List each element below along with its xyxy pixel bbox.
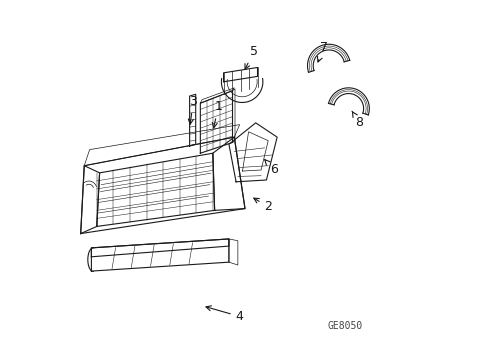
Text: 6: 6 — [265, 159, 277, 176]
Text: 5: 5 — [245, 45, 258, 69]
Text: 2: 2 — [254, 198, 272, 213]
Text: 1: 1 — [212, 100, 222, 128]
Text: 4: 4 — [206, 306, 244, 323]
Text: 3: 3 — [188, 95, 197, 124]
Polygon shape — [229, 123, 277, 182]
Polygon shape — [223, 67, 258, 82]
Polygon shape — [213, 137, 245, 210]
Polygon shape — [229, 239, 238, 265]
Text: 7: 7 — [318, 41, 328, 62]
Polygon shape — [81, 166, 99, 234]
Polygon shape — [81, 137, 245, 234]
Polygon shape — [200, 91, 232, 153]
Polygon shape — [243, 132, 268, 171]
Polygon shape — [190, 94, 196, 146]
Polygon shape — [97, 153, 215, 226]
Text: 8: 8 — [352, 111, 363, 129]
Polygon shape — [92, 239, 229, 257]
Polygon shape — [84, 125, 240, 166]
Polygon shape — [92, 239, 229, 271]
Text: GE8050: GE8050 — [327, 321, 363, 332]
